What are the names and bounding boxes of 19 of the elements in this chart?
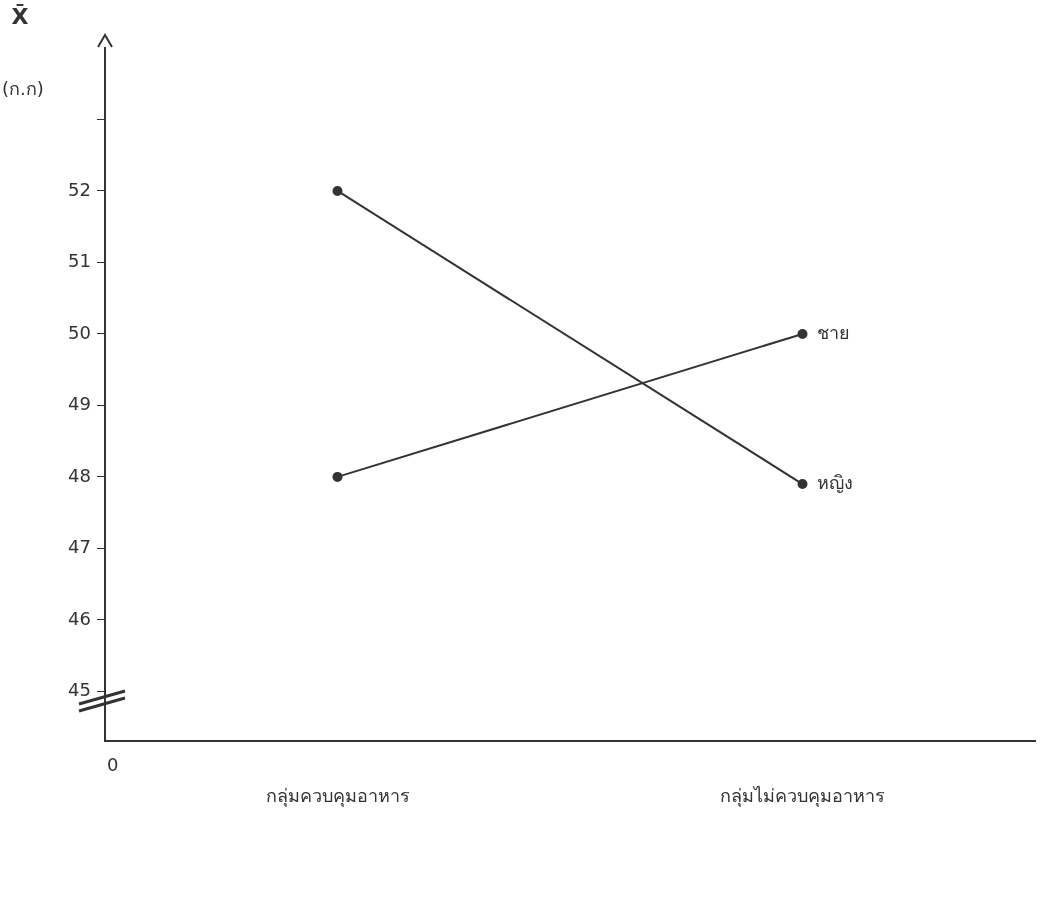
y-tick-label: 48 <box>68 464 91 486</box>
text: (ก.ก) <box>2 77 44 99</box>
y-tick-label: 45 <box>68 679 91 701</box>
series-label: ชาย <box>816 321 850 343</box>
x-tick-label: กลุ่มไม่ควบคุมอาหาร <box>720 784 885 807</box>
y-tick-label: 51 <box>68 250 91 272</box>
point <box>797 328 808 339</box>
text: 0 <box>107 754 119 776</box>
y-tick-label: 49 <box>68 393 91 415</box>
y-tick-label: 50 <box>68 321 91 343</box>
y-tick-label: 47 <box>68 536 91 558</box>
point <box>797 479 808 490</box>
point <box>332 185 343 196</box>
series-label: หญิง <box>816 471 853 493</box>
y-tick-label: 46 <box>68 607 91 629</box>
y-axis-title: X̄ <box>11 3 29 29</box>
point <box>332 471 343 482</box>
x-tick-label: กลุ่มควบคุมอาหาร <box>265 784 410 807</box>
y-tick-label: 52 <box>68 178 91 200</box>
